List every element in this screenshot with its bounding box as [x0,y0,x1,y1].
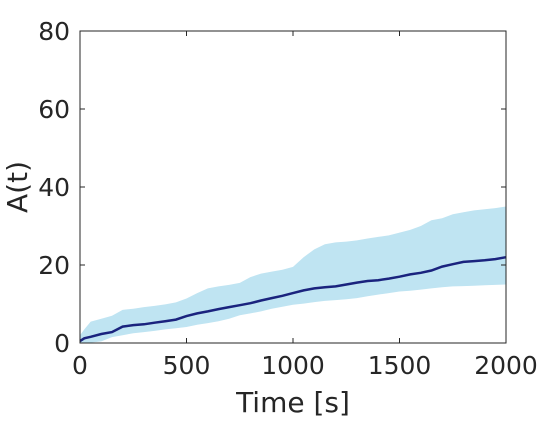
confidence-band [80,206,506,343]
x-tick-label: 1500 [368,351,432,380]
x-tick-label: 1000 [261,351,325,380]
y-tick-label: 80 [38,17,70,46]
mean-line [79,255,507,343]
x-tick-label: 0 [72,351,88,380]
y-tick-label: 0 [54,329,70,358]
y-tick-label: 40 [38,173,70,202]
x-tick-label: 2000 [474,351,538,380]
plot-layer [79,206,507,343]
x-axis-label: Time [s] [235,386,350,419]
y-tick-label: 60 [38,95,70,124]
y-axis-label: A(t) [1,161,34,213]
x-tick-label: 500 [163,351,211,380]
ticks-layer: 0 500 1000 1500 2000 0 20 40 60 80 [38,17,538,380]
y-tick-label: 20 [38,251,70,280]
